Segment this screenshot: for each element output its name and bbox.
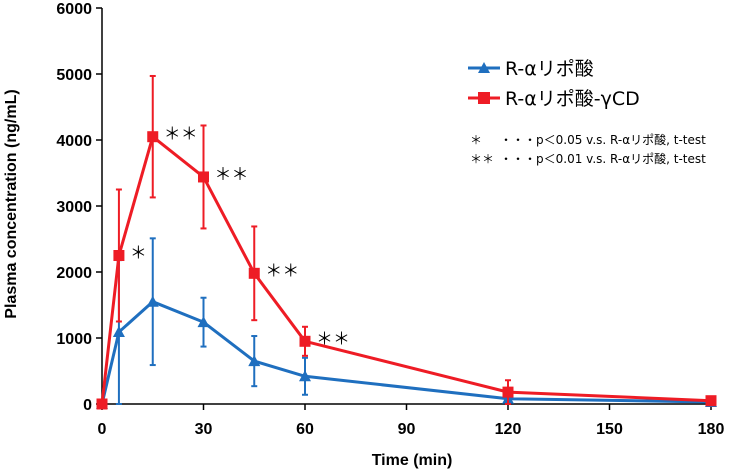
- y-tick-label: 6000: [56, 1, 92, 18]
- note-text-2: ・・・p＜0.01 v.s. R-αリポ酸, t-test: [500, 151, 706, 166]
- data-point: [112, 326, 125, 338]
- note-text-1: ・・・p＜0.05 v.s. R-αリポ酸, t-test: [500, 132, 706, 147]
- y-tick-label: 3000: [56, 199, 92, 216]
- series-line: [100, 300, 712, 405]
- data-point: [299, 335, 311, 347]
- y-tick-label: 2000: [56, 265, 92, 282]
- y-tick-label: 0: [83, 397, 92, 414]
- data-point: [502, 386, 514, 398]
- x-tick-label: 0: [98, 421, 107, 438]
- legend: R-αリポ酸 R-αリポ酸-γCD: [468, 58, 640, 110]
- series-2: [96, 74, 717, 410]
- significance-marker: ＊＊: [316, 329, 350, 349]
- x-tick-label: 90: [398, 421, 416, 438]
- series-layer: [96, 74, 717, 410]
- data-point: [299, 370, 311, 382]
- x-tick-label: 180: [698, 421, 725, 438]
- legend-marker-series-2: [478, 92, 490, 104]
- axes: [101, 8, 711, 405]
- data-point: [96, 398, 108, 410]
- significance-notes: ＊ ・・・p＜0.05 v.s. R-αリポ酸, t-test ＊＊ ・・・p＜…: [470, 132, 706, 166]
- significance-marker: ＊＊: [265, 261, 299, 281]
- data-point: [198, 171, 209, 183]
- data-point: [113, 250, 125, 261]
- y-axis-ticks: 0 1000 2000 3000 4000 5000 6000: [56, 1, 102, 414]
- y-tick-label: 4000: [56, 133, 92, 150]
- series-line: [100, 135, 712, 405]
- legend-marker-series-1: [478, 62, 490, 73]
- legend-label-series-2: R-αリポ酸-γCD: [505, 88, 640, 110]
- y-tick-label: 5000: [56, 67, 92, 84]
- y-axis-title: Plasma concentration (ng/mL): [3, 89, 20, 318]
- x-tick-label: 30: [195, 421, 213, 438]
- significance-marker: ＊＊: [215, 165, 249, 185]
- series-1: [96, 237, 717, 409]
- x-tick-label: 60: [296, 421, 314, 438]
- data-point: [197, 316, 210, 328]
- data-point: [146, 295, 159, 307]
- x-tick-label: 120: [495, 421, 522, 438]
- data-point: [248, 267, 260, 279]
- data-point: [705, 395, 717, 407]
- y-tick-label: 1000: [56, 331, 92, 348]
- data-point: [147, 131, 159, 143]
- x-axis-title: Time (min): [372, 452, 453, 469]
- significance-marker: ＊: [130, 244, 147, 264]
- note-mark-1: ＊: [470, 133, 482, 147]
- legend-label-series-1: R-αリポ酸: [505, 58, 594, 80]
- data-point: [248, 355, 261, 367]
- note-mark-2: ＊＊: [470, 152, 494, 166]
- significance-marker: ＊＊: [164, 125, 198, 145]
- significance-markers: ＊＊＊＊＊＊＊＊＊: [130, 125, 350, 350]
- x-tick-label: 150: [596, 421, 623, 438]
- x-axis-ticks: 0 30 60 90 120 150 180: [98, 404, 725, 438]
